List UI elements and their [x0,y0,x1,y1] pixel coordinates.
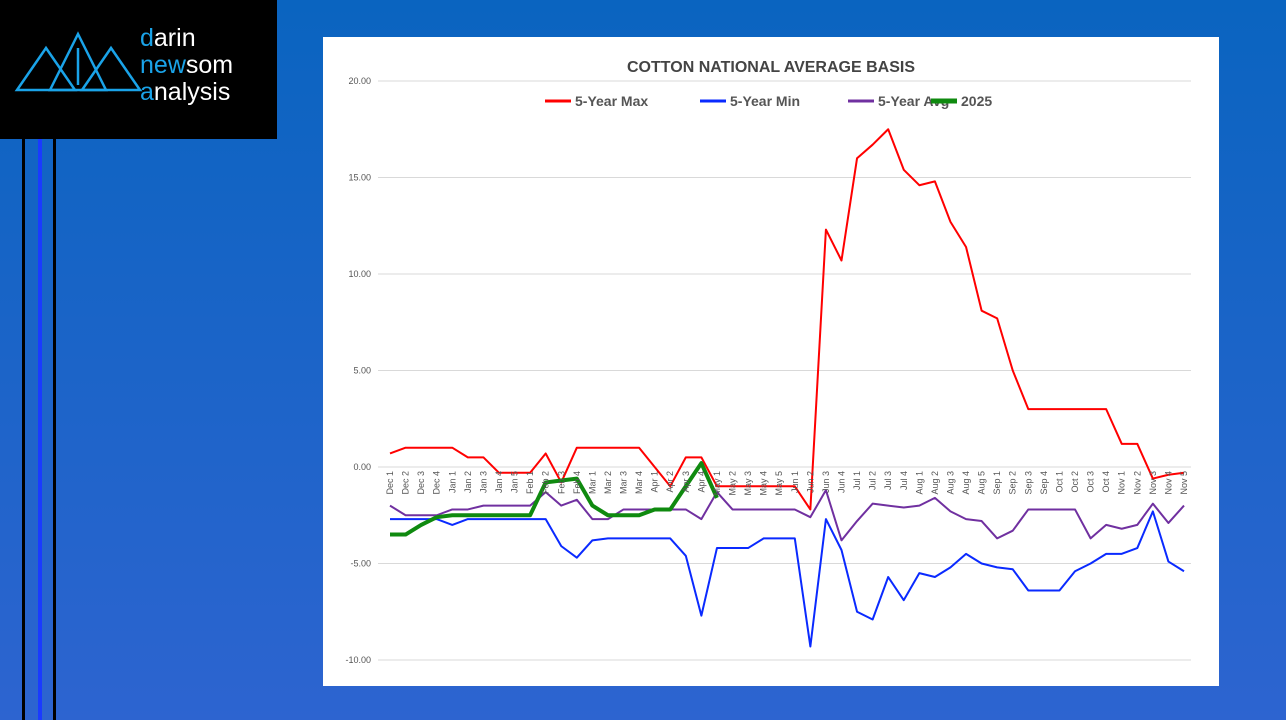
logo: darin newsom analysis [0,0,277,139]
y-tick-label: -10.00 [345,655,371,665]
chart-panel: COTTON NATIONAL AVERAGE BASIS 20.00 15.00… [323,37,1219,686]
mountain-logo-icon [14,31,143,92]
x-tick-label: Oct 4 [1101,471,1111,493]
x-tick-label: Mar 3 [619,471,629,494]
x-tick-label: Aug 1 [914,471,924,495]
y-tick-label: 5.00 [353,366,371,376]
series-line-5-year-max [389,128,1185,511]
x-tick-label: Aug 4 [961,471,971,495]
x-tick-label: Feb 1 [525,471,535,494]
x-tick-label: Apr 3 [681,471,691,493]
x-tick-label: Sep 3 [1023,471,1033,495]
x-tick-label: May 2 [728,471,738,496]
y-tick-label: 20.00 [348,76,371,86]
series-line-5-year-min [390,510,1185,648]
decor-bar [38,139,42,720]
series-line-5-year-avg [389,489,1185,542]
x-tick-label: Jan 2 [463,471,473,493]
x-tick-label: Nov 3 [1148,471,1158,495]
x-tick-label: Sep 2 [1008,471,1018,495]
x-tick-label: May 3 [743,471,753,496]
legend-label: 2025 [961,93,992,109]
chart-title: COTTON NATIONAL AVERAGE BASIS [627,59,915,76]
x-tick-label: Aug 3 [945,471,955,495]
x-tick-label: Apr 1 [650,471,660,493]
x-tick-label: Nov 4 [1163,471,1173,495]
x-tick-label: Nov 2 [1132,471,1142,495]
logo-line-3: analysis [140,78,231,106]
x-tick-label: Mar 1 [587,471,597,494]
x-tick-label: Jan 5 [510,471,520,493]
y-tick-label: 15.00 [348,173,371,183]
x-tick-label: Sep 1 [992,471,1002,495]
decor-bar [53,139,56,720]
legend-label: 5-Year Avg [878,93,949,109]
x-tick-label: Nov 5 [1179,471,1189,495]
x-tick-label: May 4 [759,471,769,496]
logo-line-1: darin [140,24,196,52]
legend-label: 5-Year Max [575,93,648,109]
x-tick-label: Nov 1 [1117,471,1127,495]
x-tick-label: May 1 [712,471,722,496]
x-tick-label: Oct 1 [1054,471,1064,493]
x-tick-label: Apr 4 [696,471,706,493]
x-tick-label: Dec 4 [432,471,442,495]
decor-bar [22,139,25,720]
x-tick-label: Dec 1 [385,471,395,495]
x-tick-label: Dec 3 [416,471,426,495]
logo-line-2: newsom [140,51,234,79]
x-tick-label: Dec 2 [401,471,411,495]
y-tick-label: 0.00 [353,462,371,472]
x-tick-label: Jan 3 [478,471,488,493]
x-tick-label: Aug 2 [930,471,940,495]
x-tick-label: Oct 3 [1086,471,1096,493]
x-tick-label: Jan 4 [494,471,504,493]
x-tick-label: Sep 4 [1039,471,1049,495]
y-tick-label: 10.00 [348,269,371,279]
x-tick-label: Jun 4 [836,471,846,493]
x-tick-label: Feb 4 [572,471,582,494]
x-tick-label: Mar 4 [634,471,644,494]
x-tick-label: Apr 2 [665,471,675,493]
x-tick-label: Oct 2 [1070,471,1080,493]
x-tick-label: Jul 4 [899,471,909,490]
x-tick-label: Jun 3 [821,471,831,493]
x-tick-label: Jul 2 [868,471,878,490]
legend-label: 5-Year Min [730,93,800,109]
x-tick-label: Jun 2 [805,471,815,493]
x-tick-label: Jul 1 [852,471,862,490]
line-chart: COTTON NATIONAL AVERAGE BASIS 20.00 15.00… [345,59,1191,665]
x-tick-label: May 5 [774,471,784,496]
x-tick-label: Jun 1 [790,471,800,493]
x-tick-label: Jan 1 [447,471,457,493]
x-tick-label: Feb 2 [541,471,551,494]
x-tick-label: Aug 5 [977,471,987,495]
x-tick-label: Feb 3 [556,471,566,494]
series-line-2025 [390,461,719,537]
x-tick-label: Mar 2 [603,471,613,494]
x-tick-label: Jul 3 [883,471,893,490]
y-tick-label: -5.00 [350,559,371,569]
